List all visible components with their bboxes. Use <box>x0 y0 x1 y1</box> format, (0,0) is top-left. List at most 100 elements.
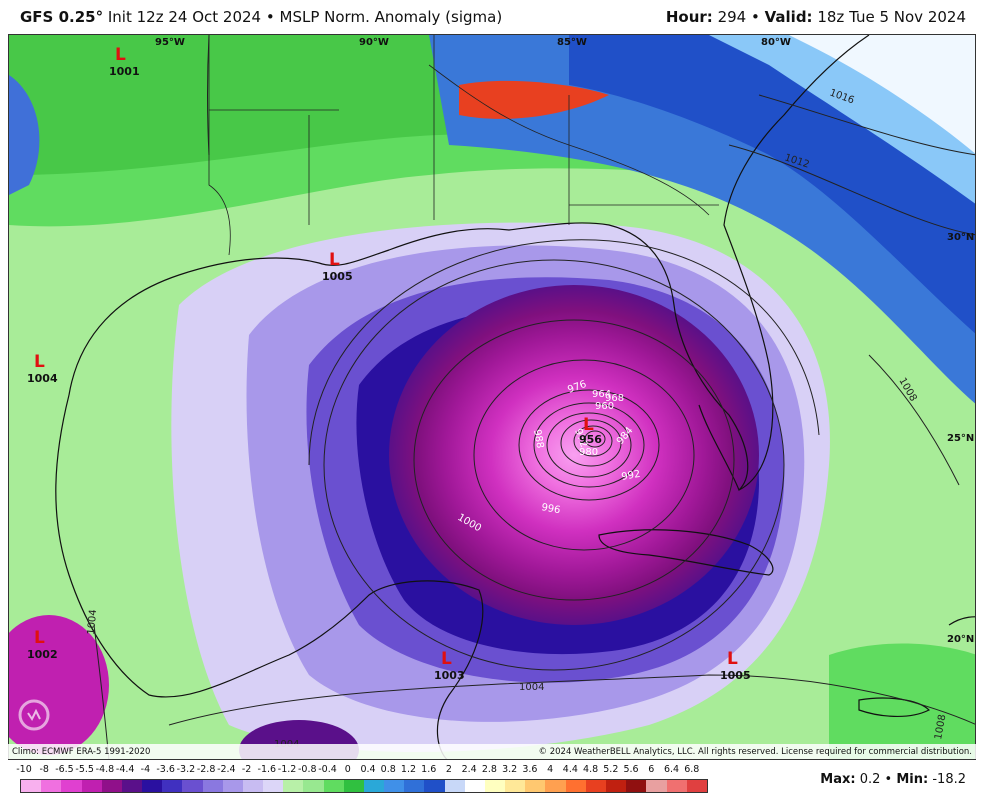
legend-swatch <box>41 780 62 792</box>
legend-tick: 5.2 <box>603 764 619 775</box>
low-marker: L 1004 <box>27 352 58 385</box>
legend-tick: 1.2 <box>400 764 417 775</box>
legend-swatch <box>182 780 203 792</box>
low-marker: L 1002 <box>27 628 58 661</box>
isobar-label: 964 <box>592 389 611 400</box>
model-name: GFS 0.25 <box>20 8 96 26</box>
legend-tick: -4 <box>140 764 151 775</box>
legend-tick: -3.6 <box>156 764 175 775</box>
red-anomaly <box>459 80 609 119</box>
isobar-label: 960 <box>595 401 614 412</box>
legend-tick: 2.4 <box>461 764 477 775</box>
color-legend: -10 -8 -6.5 -5.5 -4.8 -4.4 -4 -3.6 -3.2 -2.8 -2.4-… <box>8 762 728 802</box>
legend-swatch <box>323 780 344 792</box>
legend-swatch <box>585 780 606 792</box>
lat-label: 25°N <box>947 433 974 444</box>
legend-tick: 0.4 <box>360 764 376 775</box>
max-min-readout: Max: 0.2 • Min: -18.2 <box>820 772 966 787</box>
svg-text:1004: 1004 <box>27 372 58 385</box>
isobar-label: 1004 <box>86 609 99 635</box>
legend-tick: -1.6 <box>257 764 277 775</box>
legend-tick: -2.4 <box>217 764 236 775</box>
product-name: MSLP Norm. Anomaly (sigma) <box>279 8 503 26</box>
legend-tick: 4 <box>547 764 554 775</box>
isobars <box>93 35 975 759</box>
legend-tick: -4.8 <box>95 764 115 775</box>
legend-tick: 3.6 <box>522 764 538 775</box>
legend-swatch <box>303 780 324 792</box>
legend-swatch <box>101 780 122 792</box>
sw-anomaly <box>9 615 109 755</box>
svg-text:L: L <box>329 250 340 270</box>
legend-swatch <box>343 780 364 792</box>
valid-label: Valid: <box>764 8 813 26</box>
legend-tick: -1.2 <box>277 764 297 775</box>
hour-value: 294 <box>717 8 747 26</box>
legend-tick: -4.4 <box>115 764 135 775</box>
storm-core <box>389 285 759 625</box>
legend-swatch <box>21 780 42 792</box>
legend-tick: 4.8 <box>583 764 599 775</box>
coordinate-labels: 95°W 90°W 85°W 80°W 30°N 25°N 20°N <box>155 37 974 645</box>
legend-swatch <box>666 780 687 792</box>
legend-tick: -10 <box>16 764 32 775</box>
isobar-label: 968 <box>605 393 624 404</box>
climo-note: Climo: ECMWF ERA-5 1991-2020 <box>12 746 151 757</box>
header-left: GFS 0.25° Init 12z 24 Oct 2024 • MSLP No… <box>20 8 503 26</box>
coastlines <box>55 35 975 759</box>
hour-label: Hour: <box>665 8 713 26</box>
lat-label: 20°N <box>947 634 974 645</box>
svg-text:L: L <box>727 649 738 669</box>
legend-swatch <box>263 780 284 792</box>
legend-swatch <box>605 780 627 792</box>
legend-tick: -0.8 <box>298 764 317 775</box>
legend-swatch <box>646 780 667 792</box>
legend-swatch <box>363 780 385 792</box>
isobar-label: 980 <box>579 447 598 458</box>
legend-tick: -2.8 <box>196 764 216 775</box>
legend-swatch <box>545 780 566 792</box>
isobar-label: 996 <box>540 502 561 516</box>
low-markers: L 1001 L 1005 L 1004 L 956 L 1002 L 1003 <box>27 45 751 682</box>
legend-tick: 6.8 <box>684 764 700 775</box>
svg-text:L: L <box>583 415 594 435</box>
legend-swatch <box>484 780 506 792</box>
copyright-note: © 2024 WeatherBELL Analytics, LLC. All r… <box>538 746 972 757</box>
legend-swatch <box>162 780 183 792</box>
legend-swatch <box>384 780 405 792</box>
init-time: Init 12z 24 Oct 2024 <box>107 8 262 26</box>
header-right: Hour: 294 • Valid: 18z Tue 5 Nov 2024 <box>665 8 966 26</box>
legend-swatch <box>565 780 586 792</box>
legend-swatch <box>424 780 445 792</box>
legend-tick: 5.6 <box>623 764 639 775</box>
legend-swatch <box>444 780 465 792</box>
legend-tick: -2 <box>241 764 252 775</box>
max-value: 0.2 <box>859 772 881 787</box>
weather-map: 1016 1012 1008 1004 1000 996 992 988 984… <box>8 34 976 760</box>
low-marker: L 1001 <box>109 45 140 78</box>
legend-tick: 3.2 <box>502 764 518 775</box>
low-marker: L 956 <box>579 415 602 446</box>
map-header: GFS 0.25° Init 12z 24 Oct 2024 • MSLP No… <box>0 0 984 34</box>
svg-text:1005: 1005 <box>322 270 353 283</box>
lon-label: 85°W <box>557 37 587 48</box>
svg-text:1001: 1001 <box>109 65 140 78</box>
legend-tick: 2.8 <box>481 764 497 775</box>
low-marker: L 1005 <box>720 649 751 682</box>
legend-swatch <box>525 780 546 792</box>
legend-swatch <box>121 780 143 792</box>
legend-tick: -0.4 <box>318 764 337 775</box>
lon-label: 80°W <box>761 37 791 48</box>
weatherbell-logo <box>14 695 84 739</box>
svg-text:1003: 1003 <box>434 669 465 682</box>
legend-tick: -6.5 <box>55 764 74 775</box>
lon-label: 90°W <box>359 37 389 48</box>
isobar-label: 1008 <box>933 714 948 741</box>
legend-swatch <box>626 780 647 792</box>
isobar-label: 992 <box>621 469 642 483</box>
svg-text:L: L <box>34 352 45 372</box>
isobar-label: 1004 <box>519 682 544 693</box>
legend-tick: 2 <box>445 764 452 775</box>
legend-swatch <box>283 780 304 792</box>
low-marker: L 1005 <box>322 250 353 283</box>
